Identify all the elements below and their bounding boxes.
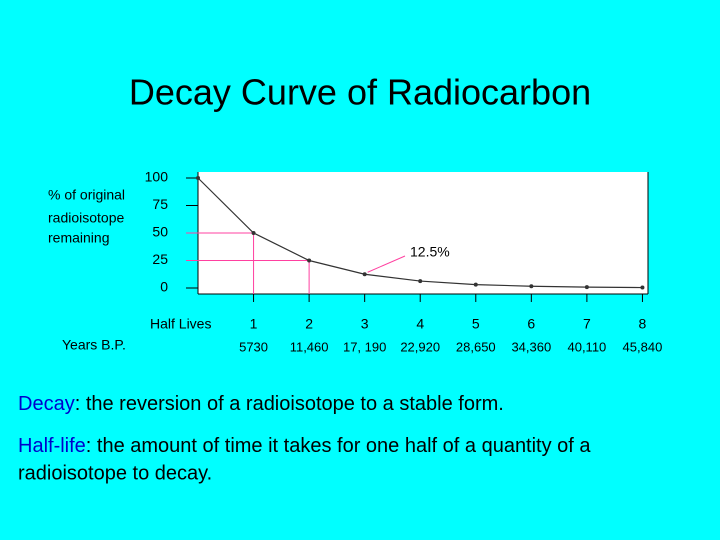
y-axis-label: remaining <box>48 230 109 246</box>
definition-text: radioisotope to decay. <box>18 462 212 484</box>
y-tick-label: 0 <box>160 279 168 295</box>
x-tick-label: 4 <box>416 316 424 332</box>
y-axis-label: radioisotope <box>48 210 124 226</box>
definition: Decay: the reversion of a radioisotope t… <box>18 393 504 415</box>
y-tick-label: 75 <box>152 196 168 212</box>
x-tick-label: 3 <box>361 316 369 332</box>
data-point <box>362 272 367 277</box>
data-point <box>418 279 423 284</box>
x-tick-label: 2 <box>305 316 313 332</box>
x-tick-label: 6 <box>527 316 535 332</box>
annotation: 12.5% <box>410 244 450 260</box>
data-point <box>584 285 589 290</box>
x-tick-label: 8 <box>639 316 647 332</box>
slide-title: Decay Curve of Radiocarbon <box>129 72 591 113</box>
data-point <box>251 231 256 235</box>
data-point <box>473 282 478 287</box>
definition: Half-life: the amount of time it takes f… <box>18 435 591 457</box>
years-tick-label: 34,360 <box>511 339 551 354</box>
data-point <box>640 285 645 290</box>
x-axis-label: Half Lives <box>150 316 211 332</box>
definition-text: : the amount of time it takes for one ha… <box>86 435 592 457</box>
plot-area <box>198 172 648 294</box>
term: Decay <box>18 393 75 415</box>
data-point <box>529 284 534 289</box>
y-tick-label: 100 <box>145 169 169 185</box>
x-tick-label: 7 <box>583 316 591 332</box>
years-tick-label: 17, 190 <box>343 339 386 354</box>
years-tick-label: 28,650 <box>456 339 496 354</box>
x-tick-label: 1 <box>250 316 258 332</box>
years-tick-label: 11,460 <box>290 339 329 354</box>
years-label: Years B.P. <box>62 337 126 353</box>
data-point <box>196 176 200 180</box>
years-tick-label: 5730 <box>239 339 268 354</box>
y-tick-label: 25 <box>152 251 168 267</box>
y-axis-label: % of original <box>48 187 125 203</box>
term: Half-life <box>18 435 86 457</box>
y-tick-label: 50 <box>152 224 168 240</box>
definition-text: : the reversion of a radioisotope to a s… <box>75 393 504 415</box>
years-tick-label: 45,840 <box>623 339 663 354</box>
annotation-line <box>367 255 406 273</box>
years-tick-label: 22,920 <box>400 339 440 354</box>
years-tick-label: 40,110 <box>567 339 606 354</box>
data-point <box>307 258 312 263</box>
x-tick-label: 5 <box>472 316 480 332</box>
